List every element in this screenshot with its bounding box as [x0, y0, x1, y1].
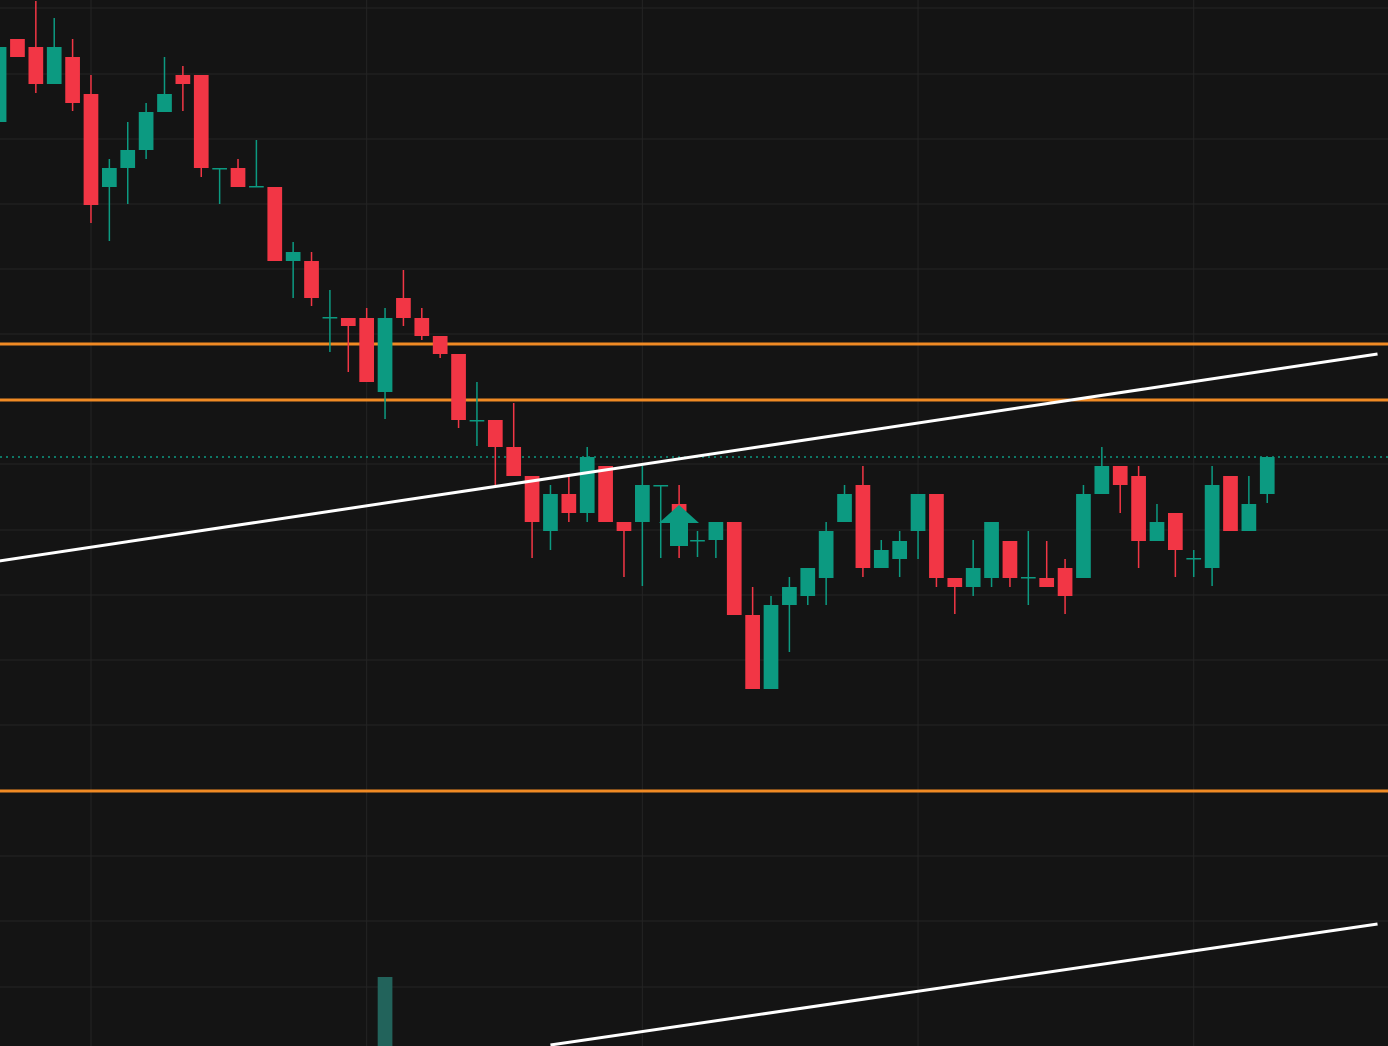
candle-body	[892, 541, 908, 559]
candle-body	[359, 318, 375, 382]
candle-body	[708, 522, 724, 540]
volume-bar	[377, 977, 393, 1046]
candle-body	[46, 47, 62, 84]
candle-body	[543, 494, 558, 531]
candle-body	[1002, 541, 1018, 578]
candle-body	[487, 420, 503, 447]
candle-body	[193, 75, 209, 168]
candle-body	[561, 494, 577, 513]
candle-body	[726, 522, 742, 615]
candle-body	[616, 522, 632, 531]
candle-body	[910, 494, 926, 531]
candle-body	[635, 485, 650, 522]
candle-body	[800, 568, 816, 596]
candle-body	[65, 57, 80, 103]
candle-body	[837, 494, 852, 522]
candle-body	[855, 485, 871, 568]
candle-body	[1039, 578, 1055, 587]
candle-body	[653, 485, 669, 487]
candle-body	[1131, 476, 1146, 541]
candle-body	[102, 168, 117, 187]
candle-body	[1259, 457, 1275, 494]
candle-body	[285, 252, 301, 261]
candle-body	[1241, 504, 1257, 531]
candle-body	[396, 298, 411, 318]
candle-body	[322, 317, 338, 319]
candle-body	[340, 318, 356, 326]
candle-body	[598, 466, 613, 522]
candle-body	[175, 75, 191, 84]
candle-body	[230, 168, 246, 187]
candle-body	[138, 112, 154, 150]
candle-body	[0, 47, 7, 122]
candle-body	[947, 578, 963, 587]
candle-body	[83, 94, 99, 205]
trendline	[0, 352, 1378, 563]
candle-body	[304, 261, 319, 298]
candle-body	[763, 605, 779, 689]
candle-body	[690, 540, 705, 542]
candle-body	[10, 39, 25, 57]
candle-body	[432, 336, 448, 354]
candle-body	[1094, 466, 1110, 494]
candle-body	[579, 457, 595, 513]
candle-body	[1186, 558, 1202, 560]
candle-body	[249, 186, 264, 188]
candle-body	[414, 318, 430, 336]
candle-body	[1112, 466, 1128, 485]
candle-body	[782, 587, 797, 605]
candle-body	[506, 447, 522, 476]
candle-body	[1020, 577, 1036, 579]
candle-body	[524, 476, 540, 522]
candle-body	[1204, 485, 1220, 568]
candle-body	[28, 47, 44, 84]
candle-body	[873, 550, 889, 568]
candle-body	[1168, 513, 1183, 550]
candle-body	[120, 150, 136, 168]
candle-body	[212, 168, 227, 170]
candle-body	[965, 568, 981, 587]
candle-body	[1149, 522, 1165, 541]
candle-body	[267, 187, 283, 261]
candle-body	[984, 522, 999, 578]
candle-body	[745, 615, 760, 689]
candle-body	[1223, 476, 1238, 531]
candle-body	[929, 494, 944, 578]
candle-body	[818, 531, 834, 578]
candle-body	[1076, 494, 1091, 578]
candle-body	[469, 420, 485, 422]
candle-body	[1057, 568, 1073, 596]
candle-body	[157, 94, 172, 112]
trendline	[550, 922, 1378, 1046]
candle-body	[377, 318, 393, 392]
signal-arrow	[659, 505, 699, 546]
candle-body	[451, 354, 466, 420]
